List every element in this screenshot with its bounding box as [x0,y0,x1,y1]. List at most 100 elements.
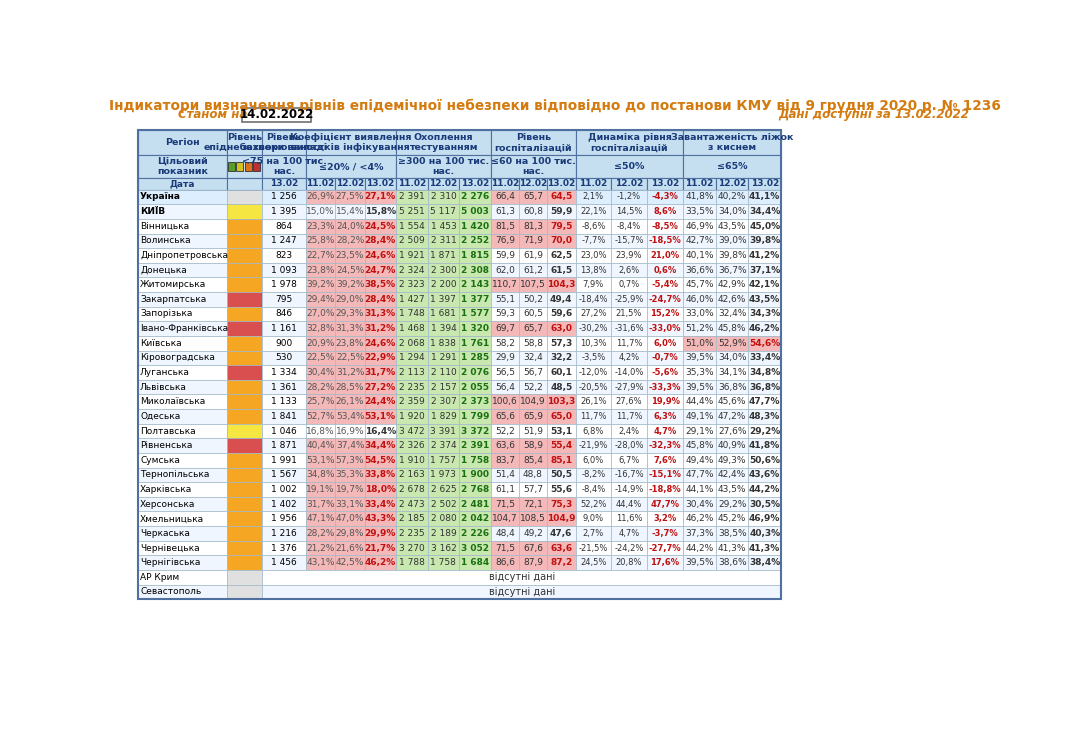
Text: 34,1%: 34,1% [718,368,746,377]
Text: 11.02: 11.02 [397,179,426,188]
Text: 1 294: 1 294 [399,354,425,363]
FancyBboxPatch shape [395,131,491,155]
FancyBboxPatch shape [547,439,575,453]
Text: 2 163: 2 163 [399,471,425,480]
FancyBboxPatch shape [547,322,575,336]
Text: 53,1: 53,1 [550,427,572,436]
FancyBboxPatch shape [227,163,235,171]
FancyBboxPatch shape [138,555,226,570]
Text: 29,1%: 29,1% [686,427,714,436]
FancyBboxPatch shape [226,409,262,424]
Text: 6,0%: 6,0% [653,339,677,348]
FancyBboxPatch shape [395,233,428,248]
Text: 5 251: 5 251 [399,207,425,216]
FancyBboxPatch shape [575,512,611,526]
Text: 823: 823 [275,251,292,260]
FancyBboxPatch shape [138,263,226,278]
FancyBboxPatch shape [305,409,336,424]
Text: 69,7: 69,7 [495,324,516,333]
FancyBboxPatch shape [226,585,262,599]
Text: 45,7%: 45,7% [686,280,714,289]
FancyBboxPatch shape [262,248,305,263]
FancyBboxPatch shape [716,526,748,541]
Text: 3 162: 3 162 [431,544,456,553]
Text: 13,8%: 13,8% [580,266,606,275]
Text: -28,0%: -28,0% [614,441,643,450]
Text: Чернівецька: Чернівецька [140,544,199,553]
Text: 34,8%: 34,8% [749,368,780,377]
FancyBboxPatch shape [491,380,519,395]
FancyBboxPatch shape [519,263,547,278]
FancyBboxPatch shape [336,292,365,307]
Text: 51,0%: 51,0% [686,339,714,348]
Text: 29,2%: 29,2% [718,500,746,509]
Text: Житомирська: Житомирська [140,280,206,289]
FancyBboxPatch shape [575,482,611,497]
Text: 57,7: 57,7 [523,485,543,494]
Text: 36,7%: 36,7% [718,266,746,275]
Text: 34,4%: 34,4% [749,207,781,216]
FancyBboxPatch shape [428,278,459,292]
Text: 4,7%: 4,7% [653,427,677,436]
Text: 40,3%: 40,3% [749,529,780,538]
Text: 2 359: 2 359 [399,398,425,407]
FancyBboxPatch shape [428,233,459,248]
FancyBboxPatch shape [611,322,647,336]
Text: 61,9: 61,9 [523,251,543,260]
Text: 30,5%: 30,5% [749,500,780,509]
FancyBboxPatch shape [647,178,683,189]
FancyBboxPatch shape [336,482,365,497]
FancyBboxPatch shape [491,263,519,278]
Text: 59,9: 59,9 [495,251,516,260]
FancyBboxPatch shape [395,292,428,307]
Text: 104,9: 104,9 [520,398,546,407]
FancyBboxPatch shape [647,322,683,336]
Text: 2,1%: 2,1% [583,192,604,201]
FancyBboxPatch shape [428,555,459,570]
Text: Одеська: Одеська [140,412,180,421]
FancyBboxPatch shape [305,366,336,380]
Text: 47,7%: 47,7% [749,398,781,407]
FancyBboxPatch shape [336,366,365,380]
FancyBboxPatch shape [336,204,365,219]
Text: 33,1%: 33,1% [336,500,364,509]
FancyBboxPatch shape [336,189,365,204]
Text: 1 093: 1 093 [271,266,297,275]
Text: 4,7%: 4,7% [618,529,640,538]
FancyBboxPatch shape [226,219,262,233]
FancyBboxPatch shape [748,512,781,526]
FancyBboxPatch shape [395,541,428,555]
FancyBboxPatch shape [365,380,395,395]
Text: 1 788: 1 788 [399,558,425,567]
FancyBboxPatch shape [748,468,781,482]
FancyBboxPatch shape [305,395,336,409]
FancyBboxPatch shape [547,380,575,395]
FancyBboxPatch shape [716,482,748,497]
FancyBboxPatch shape [647,555,683,570]
FancyBboxPatch shape [491,155,575,178]
Text: 1 871: 1 871 [271,441,297,450]
FancyBboxPatch shape [395,453,428,468]
Text: 13.02: 13.02 [366,179,394,188]
FancyBboxPatch shape [365,526,395,541]
Text: -8,4%: -8,4% [617,222,641,231]
FancyBboxPatch shape [575,131,683,155]
FancyBboxPatch shape [547,366,575,380]
FancyBboxPatch shape [365,351,395,366]
FancyBboxPatch shape [262,409,305,424]
FancyBboxPatch shape [428,409,459,424]
Text: 48,5: 48,5 [550,383,572,392]
Text: 1 456: 1 456 [272,558,297,567]
FancyBboxPatch shape [491,453,519,468]
FancyBboxPatch shape [491,189,519,204]
FancyBboxPatch shape [547,541,575,555]
FancyBboxPatch shape [138,131,226,155]
Text: 12.02: 12.02 [718,179,746,188]
FancyBboxPatch shape [365,263,395,278]
FancyBboxPatch shape [262,541,305,555]
Text: 86,6: 86,6 [495,558,516,567]
FancyBboxPatch shape [365,541,395,555]
Text: 43,3%: 43,3% [365,514,396,523]
Text: 53,1%: 53,1% [306,456,335,465]
Text: 38,5%: 38,5% [365,280,396,289]
